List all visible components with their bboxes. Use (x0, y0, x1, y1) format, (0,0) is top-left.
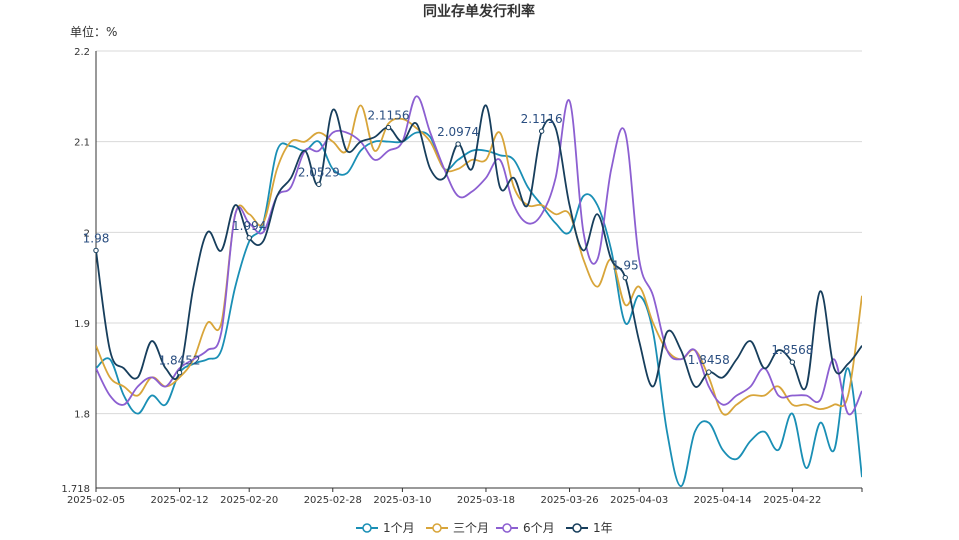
legend-swatch-marker (432, 523, 442, 533)
x-tick-label: 2025-02-12 (151, 495, 209, 506)
y-tick-label: 1.9 (74, 319, 90, 330)
data-point-marker (246, 235, 252, 241)
data-label: 2.1116 (521, 112, 563, 126)
legend-label: 1年 (593, 521, 613, 535)
data-label: 1.98 (83, 231, 110, 245)
data-point-marker (316, 181, 322, 188)
data-label: 2.0529 (298, 165, 340, 179)
data-point-marker (455, 141, 461, 147)
y-unit-label: 单位：% (70, 24, 117, 39)
data-point-marker (176, 369, 183, 376)
legend-item-3[interactable]: 1年 (566, 521, 613, 535)
data-label: 2.0974 (437, 125, 479, 139)
legend-label: 6个月 (523, 521, 555, 535)
data-label: 2.1156 (367, 109, 409, 123)
legend-swatch-marker (572, 523, 582, 533)
data-point-marker (789, 359, 796, 365)
legend-swatch-marker (362, 523, 372, 533)
data-label: 1.8452 (159, 354, 201, 368)
y-tick-label: 2 (84, 228, 90, 239)
legend-item-1[interactable]: 三个月 (426, 521, 489, 535)
series-line-2 (96, 95, 862, 416)
chart-title: 同业存单发行利率 (423, 3, 535, 20)
legend[interactable]: 1个月 三个月 6个月 1年 (356, 521, 613, 535)
x-tick-label: 2025-03-10 (373, 495, 431, 506)
legend-item-2[interactable]: 6个月 (496, 521, 555, 535)
x-tick-label: 2025-03-18 (457, 495, 515, 506)
data-label: 1.8568 (771, 343, 813, 357)
x-tick-label: 2025-03-26 (540, 495, 598, 506)
y-tick-label: 2.1 (74, 138, 90, 149)
legend-swatch-marker (502, 523, 512, 533)
x-tick-label: 2025-04-14 (694, 495, 752, 506)
data-point-marker (93, 247, 99, 254)
x-tick-label: 2025-04-22 (763, 495, 821, 506)
axes: 1.718 1.8 1.9 2 2.1 2.2 2025-02-05 2025-02-12 20… (61, 47, 863, 506)
data-label: 1.994 (232, 219, 266, 233)
data-label: 1.95 (612, 259, 639, 273)
data-point-marker (385, 124, 392, 131)
y-tick-label: 1.8 (74, 410, 90, 421)
x-tick-label: 2025-02-28 (304, 495, 362, 506)
data-point-marker (706, 369, 712, 375)
legend-label: 1个月 (383, 521, 415, 535)
data-point-marker (622, 274, 628, 281)
legend-item-0[interactable]: 1个月 (356, 521, 415, 535)
series-lines (96, 95, 862, 488)
y-tick-label: 1.718 (61, 484, 90, 495)
x-tick-label: 2025-02-05 (67, 495, 125, 506)
series-line-1 (96, 104, 862, 416)
x-tick-label: 2025-02-20 (220, 495, 278, 506)
data-labels: 1.98 1.8452 1.994 2.0529 2.1156 2.0974 2.1116 1… (83, 109, 813, 376)
x-tick-label: 2025-04-03 (610, 495, 668, 506)
series-line-3 (96, 104, 862, 391)
series-line-0 (96, 131, 862, 488)
data-point-marker (538, 128, 545, 134)
data-label: 1.8458 (688, 353, 730, 367)
legend-label: 三个月 (453, 521, 489, 535)
y-tick-label: 2.2 (74, 47, 90, 58)
